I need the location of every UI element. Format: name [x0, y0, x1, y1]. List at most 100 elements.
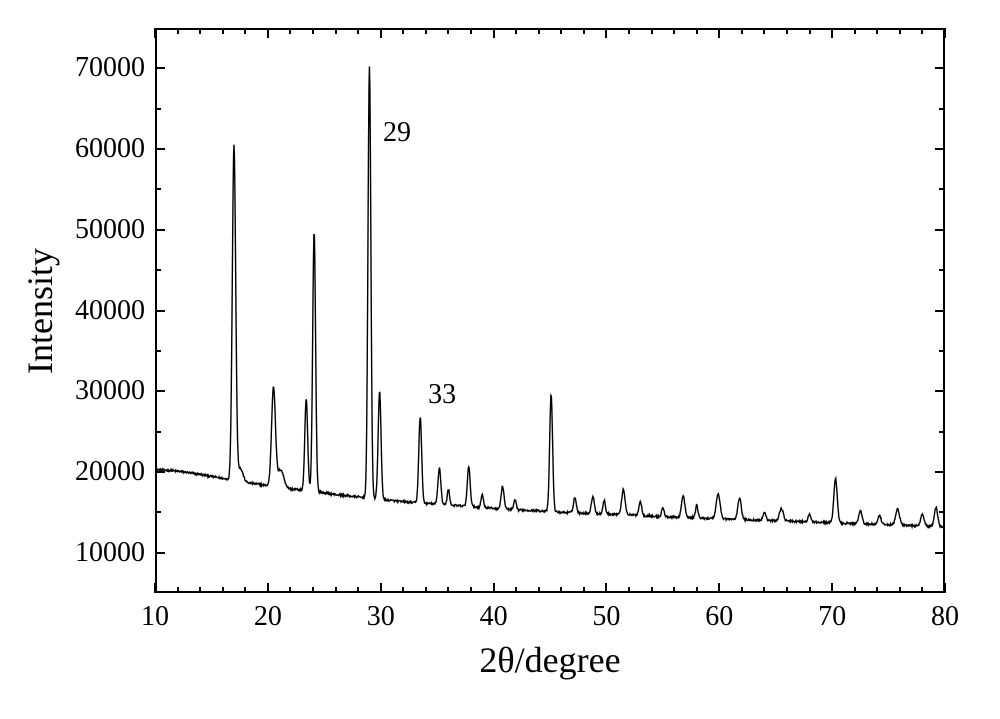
axis-tick [583, 28, 585, 34]
y-tick-label: 10000 [60, 537, 145, 569]
axis-tick [605, 583, 607, 593]
axis-tick [154, 28, 156, 38]
axis-tick [312, 28, 314, 34]
axis-tick [921, 28, 923, 34]
axis-tick [199, 587, 201, 593]
axis-tick [425, 587, 427, 593]
axis-tick [673, 587, 675, 593]
axis-tick [939, 269, 945, 271]
axis-tick [538, 28, 540, 34]
axis-tick [155, 67, 165, 69]
axis-tick [854, 28, 856, 34]
axis-tick [935, 390, 945, 392]
axis-tick [154, 583, 156, 593]
axis-tick [244, 587, 246, 593]
y-tick-label: 60000 [60, 133, 145, 165]
axis-tick [560, 587, 562, 593]
axis-tick [628, 587, 630, 593]
axis-tick [560, 28, 562, 34]
axis-tick [402, 28, 404, 34]
axis-tick [267, 28, 269, 38]
axis-tick [177, 28, 179, 34]
x-tick-label: 30 [367, 601, 395, 633]
axis-tick [155, 431, 161, 433]
axis-tick [583, 587, 585, 593]
axis-tick [335, 28, 337, 34]
axis-tick [651, 587, 653, 593]
axis-tick [289, 28, 291, 34]
axis-tick [155, 552, 165, 554]
x-tick-label: 40 [480, 601, 508, 633]
axis-tick [357, 28, 359, 34]
axis-tick [289, 587, 291, 593]
axis-tick [199, 28, 201, 34]
axis-tick [335, 587, 337, 593]
axis-tick [696, 587, 698, 593]
axis-tick [831, 583, 833, 593]
axis-tick [470, 28, 472, 34]
peak-label: 33 [428, 379, 456, 411]
x-tick-label: 70 [818, 601, 846, 633]
x-tick-label: 20 [254, 601, 282, 633]
axis-tick [935, 67, 945, 69]
axis-tick [935, 471, 945, 473]
axis-tick [786, 587, 788, 593]
peak-label: 29 [383, 117, 411, 149]
y-axis-label: Intensity [19, 248, 61, 374]
axis-tick [244, 28, 246, 34]
axis-tick [177, 587, 179, 593]
axis-tick [935, 310, 945, 312]
axis-tick [470, 587, 472, 593]
axis-tick [741, 28, 743, 34]
axis-tick [155, 511, 161, 513]
x-tick-label: 10 [141, 601, 169, 633]
axis-tick [696, 28, 698, 34]
x-tick-label: 80 [931, 601, 959, 633]
axis-tick [493, 583, 495, 593]
axis-tick [763, 587, 765, 593]
axis-tick [312, 587, 314, 593]
axis-tick [939, 431, 945, 433]
axis-tick [447, 28, 449, 34]
y-tick-label: 70000 [60, 52, 145, 84]
axis-tick [493, 28, 495, 38]
y-tick-label: 50000 [60, 214, 145, 246]
axis-tick [854, 587, 856, 593]
axis-tick [538, 587, 540, 593]
axis-tick [935, 552, 945, 554]
axis-tick [921, 587, 923, 593]
axis-tick [939, 108, 945, 110]
axis-tick [155, 390, 165, 392]
axis-tick [899, 28, 901, 34]
axis-tick [155, 350, 161, 352]
axis-tick [939, 511, 945, 513]
axis-tick [155, 188, 161, 190]
x-tick-label: 60 [705, 601, 733, 633]
axis-tick [357, 587, 359, 593]
axis-tick [718, 28, 720, 38]
axis-tick [515, 28, 517, 34]
axis-tick [786, 28, 788, 34]
axis-tick [380, 583, 382, 593]
axis-tick [155, 310, 165, 312]
axis-tick [944, 583, 946, 593]
axis-tick [628, 28, 630, 34]
axis-tick [939, 350, 945, 352]
axis-tick [935, 148, 945, 150]
x-axis-label: 2θ/degree [479, 639, 620, 681]
axis-tick [809, 587, 811, 593]
axis-tick [222, 28, 224, 34]
axis-tick [425, 28, 427, 34]
axis-tick [267, 583, 269, 593]
axis-tick [155, 269, 161, 271]
axis-tick [155, 471, 165, 473]
xrd-trace [155, 67, 945, 528]
axis-tick [380, 28, 382, 38]
axis-tick [831, 28, 833, 38]
axis-tick [155, 108, 161, 110]
axis-tick [741, 587, 743, 593]
y-tick-label: 20000 [60, 456, 145, 488]
axis-tick [605, 28, 607, 38]
axis-tick [899, 587, 901, 593]
axis-tick [447, 587, 449, 593]
